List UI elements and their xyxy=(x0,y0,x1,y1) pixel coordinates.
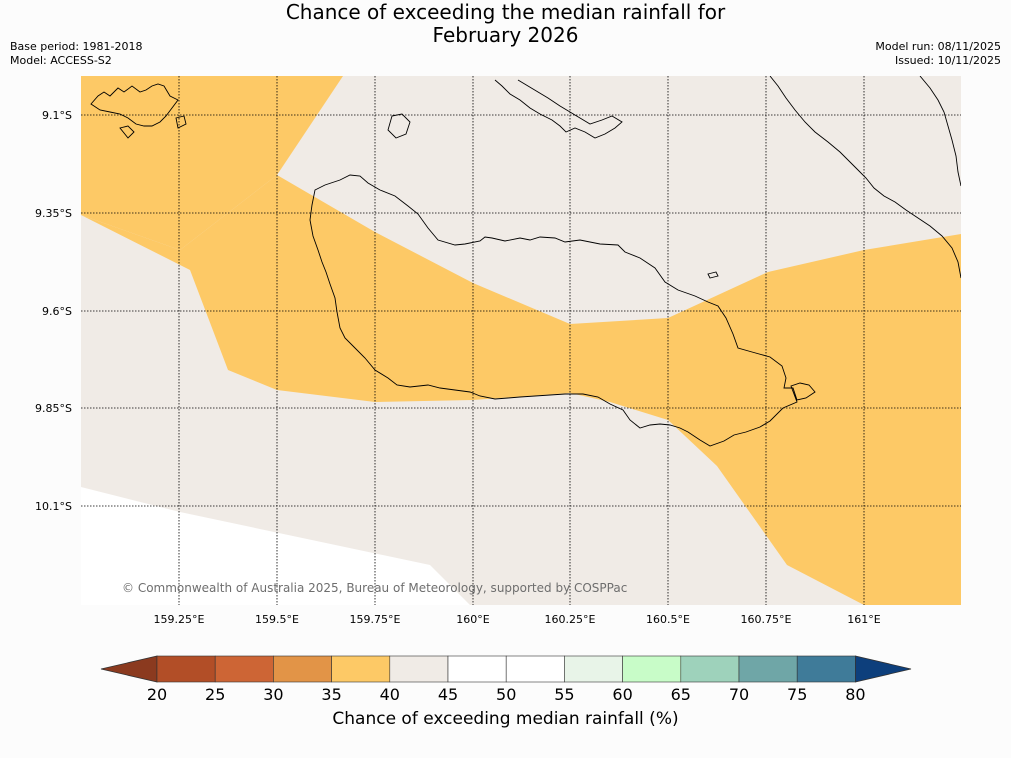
graticule xyxy=(81,76,961,605)
base-period-text: Base period: 1981-2018 xyxy=(10,40,143,53)
lon-labels: 159.25°E 159.5°E 159.75°E 160°E 160.25°E… xyxy=(154,613,881,626)
colorbar-tick-label: 80 xyxy=(845,685,865,704)
colorbar-tick-label: 65 xyxy=(671,685,691,704)
colorbar-label: Chance of exceeding median rainfall (%) xyxy=(332,709,679,729)
colorbar-tick-label: 50 xyxy=(496,685,516,704)
lon-label: 159.75°E xyxy=(350,613,401,626)
northwest-islet-2 xyxy=(175,115,187,129)
colorbar-tick-label: 70 xyxy=(729,685,749,704)
colorbar-tick-label: 30 xyxy=(263,685,283,704)
colorbar-tick-label: 75 xyxy=(787,685,807,704)
region-35-40-band xyxy=(81,175,961,605)
lon-label: 161°E xyxy=(847,613,880,626)
colorbar-segment xyxy=(273,655,332,683)
lat-label: 9.85°S xyxy=(35,402,72,415)
northeast-coast-2 xyxy=(919,76,961,187)
colorbar-tick-label: 60 xyxy=(612,685,632,704)
model-run-text: Model run: 08/11/2025 xyxy=(875,40,1001,53)
region-35-40-northwest xyxy=(81,76,343,250)
colorbar-tick-label: 45 xyxy=(438,685,458,704)
colorbar-under-arrow xyxy=(100,655,158,683)
colorbar-over-arrow xyxy=(855,655,912,683)
north-island-group-coast xyxy=(494,79,623,139)
northeast-island-coast xyxy=(769,76,961,279)
northwest-islet xyxy=(119,125,135,139)
colorbar-segment xyxy=(156,655,216,683)
colorbar-tick-label: 40 xyxy=(380,685,400,704)
map-title-line2: February 2026 xyxy=(432,23,579,47)
lon-label: 160°E xyxy=(456,613,489,626)
colorbar-segment xyxy=(505,655,565,683)
colorbar-segment xyxy=(447,655,507,683)
small-island-north xyxy=(387,113,411,139)
meta-right: Model run: 08/11/2025 Issued: 10/11/2025 xyxy=(875,40,1001,68)
colorbar-segment xyxy=(564,655,623,683)
colorbar-tick-label: 25 xyxy=(205,685,225,704)
issued-text: Issued: 10/11/2025 xyxy=(894,54,1001,67)
lon-label: 160.25°E xyxy=(545,613,596,626)
colorbar-segment xyxy=(389,655,449,683)
colorbar-tick-label: 55 xyxy=(554,685,574,704)
lon-label: 159.25°E xyxy=(154,613,205,626)
colorbar-segment xyxy=(796,655,856,683)
colorbar-segment xyxy=(738,655,798,683)
coastlines xyxy=(90,76,961,447)
colorbar: 20 25 30 35 40 45 50 55 60 65 70 75 80 xyxy=(100,655,912,704)
lon-label: 160.5°E xyxy=(646,613,690,626)
map-title-line1: Chance of exceeding the median rainfall … xyxy=(285,0,726,24)
map-panel: © Commonwealth of Australia 2025, Bureau… xyxy=(81,76,961,605)
colorbar-segment xyxy=(214,655,274,683)
lat-label: 10.1°S xyxy=(35,500,72,513)
model-text: Model: ACCESS-S2 xyxy=(10,54,112,67)
meta-left: Base period: 1981-2018 Model: ACCESS-S2 xyxy=(10,40,142,68)
lat-labels: 9.1°S 9.35°S 9.6°S 9.85°S 10.1°S xyxy=(35,109,72,513)
lon-label: 160.75°E xyxy=(741,613,792,626)
main-island-coast xyxy=(309,174,816,447)
colorbar-segment xyxy=(622,655,682,683)
colorbar-segment xyxy=(680,655,740,683)
lat-label: 9.1°S xyxy=(42,109,72,122)
colorbar-tick-label: 35 xyxy=(321,685,341,704)
copyright-text: © Commonwealth of Australia 2025, Bureau… xyxy=(122,581,627,595)
lon-label: 159.5°E xyxy=(255,613,299,626)
lat-label: 9.6°S xyxy=(42,305,72,318)
small-islet-east xyxy=(707,271,719,279)
colorbar-segment xyxy=(331,655,391,683)
colorbar-tick-label: 20 xyxy=(147,685,167,704)
northwest-island-coast xyxy=(90,83,179,127)
lat-label: 9.35°S xyxy=(35,207,72,220)
